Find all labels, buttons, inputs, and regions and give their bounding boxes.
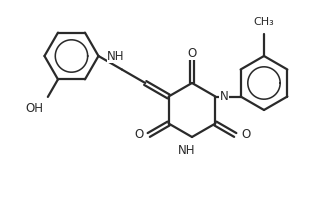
Text: CH₃: CH₃: [254, 17, 274, 27]
Text: OH: OH: [26, 102, 44, 115]
Text: O: O: [187, 47, 197, 60]
Text: NH: NH: [107, 50, 125, 62]
Text: N: N: [219, 90, 228, 103]
Text: O: O: [241, 128, 251, 141]
Text: NH: NH: [178, 144, 196, 157]
Text: O: O: [135, 128, 144, 141]
